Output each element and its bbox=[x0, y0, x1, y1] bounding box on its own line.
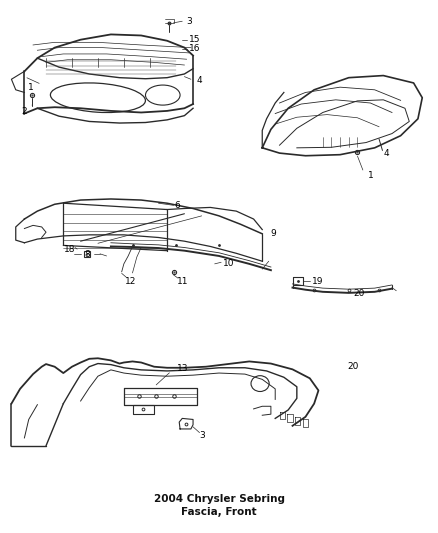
Text: 16: 16 bbox=[189, 44, 200, 53]
Text: 1: 1 bbox=[28, 83, 34, 92]
Text: 12: 12 bbox=[125, 277, 137, 286]
Text: 15: 15 bbox=[189, 35, 200, 44]
Text: 13: 13 bbox=[177, 365, 188, 373]
Text: 20: 20 bbox=[347, 362, 359, 371]
Text: 20: 20 bbox=[354, 289, 365, 298]
Text: 11: 11 bbox=[177, 277, 188, 286]
Text: 1: 1 bbox=[367, 171, 373, 180]
Text: 4: 4 bbox=[384, 149, 389, 158]
Text: 3: 3 bbox=[200, 431, 205, 440]
Text: 10: 10 bbox=[223, 259, 234, 268]
Text: 8: 8 bbox=[84, 250, 90, 259]
Text: 18: 18 bbox=[64, 245, 76, 254]
Text: 2004 Chrysler Sebring
Fascia, Front: 2004 Chrysler Sebring Fascia, Front bbox=[153, 494, 285, 517]
Text: 2: 2 bbox=[21, 108, 27, 116]
Text: 6: 6 bbox=[174, 201, 180, 210]
Text: 19: 19 bbox=[312, 277, 323, 286]
Text: 3: 3 bbox=[187, 17, 192, 26]
Text: 4: 4 bbox=[197, 76, 202, 85]
Text: 9: 9 bbox=[270, 229, 276, 238]
